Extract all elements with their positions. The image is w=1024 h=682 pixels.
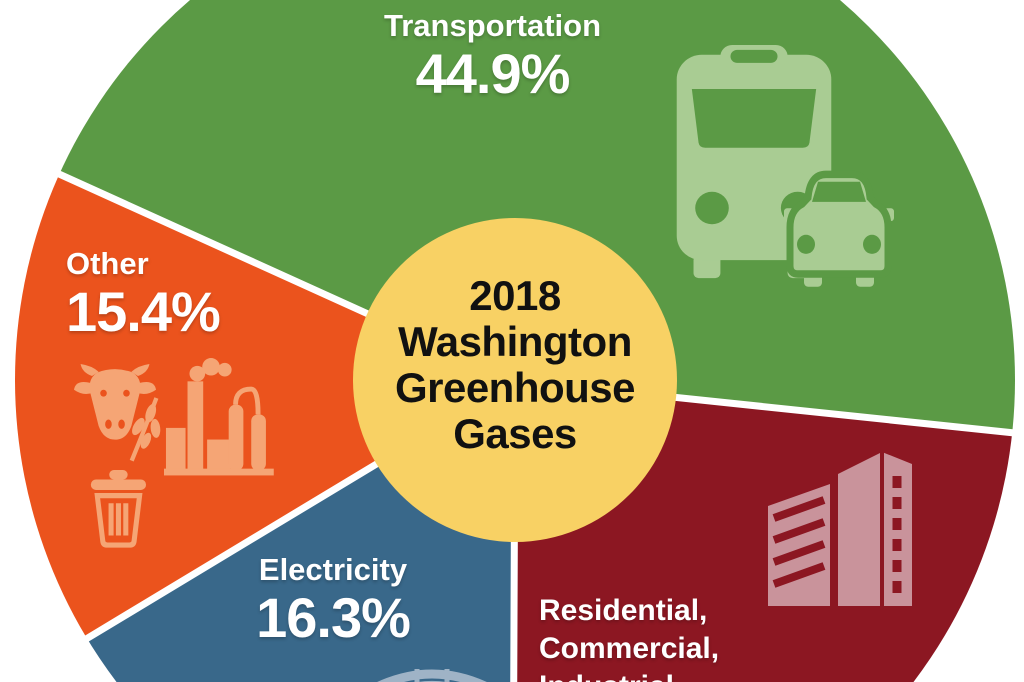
label-transportation: Transportation 44.9% xyxy=(320,8,665,104)
chart-title-year: 2018 xyxy=(469,272,561,319)
electricity-name: Electricity xyxy=(258,552,408,587)
chart-center-disc: 2018 Washington Greenhouse Gases xyxy=(353,218,677,542)
factory-icon xyxy=(164,358,274,476)
residential-line3: Industrial xyxy=(539,668,719,682)
other-name: Other xyxy=(66,246,149,281)
label-other: Other 15.4% xyxy=(66,246,221,343)
electricity-pct: 16.3% xyxy=(256,586,411,649)
wheat-icon xyxy=(129,397,161,462)
trash-icon xyxy=(90,470,147,548)
chart-title-word2: Gases xyxy=(453,410,577,457)
other-pct: 15.4% xyxy=(66,280,221,343)
residential-line2: Commercial, xyxy=(539,632,720,665)
chart-title-word1: Greenhouse xyxy=(394,364,636,411)
dam-icon xyxy=(377,669,487,682)
bus-icon xyxy=(676,45,894,287)
label-electricity: Electricity 16.3% xyxy=(188,552,478,648)
chart-title-state: Washington xyxy=(398,318,632,365)
chart-title: 2018 Washington Greenhouse Gases xyxy=(394,272,636,457)
residential-line1: Residential, xyxy=(539,594,708,627)
other-icons xyxy=(74,358,274,548)
cow-icon xyxy=(74,364,156,440)
buildings-icon xyxy=(768,452,912,606)
label-residential: Residential, Commercial, Industrial xyxy=(539,592,719,682)
transportation-name: Transportation xyxy=(383,8,601,43)
transportation-pct: 44.9% xyxy=(415,42,571,105)
car-icon xyxy=(784,170,894,287)
